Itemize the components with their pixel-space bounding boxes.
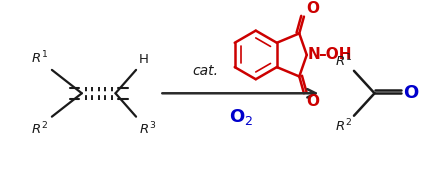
Text: $R^1$: $R^1$ bbox=[31, 49, 48, 66]
Text: $R^2$: $R^2$ bbox=[335, 118, 352, 134]
Text: $R^1$: $R^1$ bbox=[335, 52, 352, 69]
Text: H: H bbox=[139, 53, 149, 66]
Text: $R^2$: $R^2$ bbox=[31, 120, 48, 137]
Text: $R^3$: $R^3$ bbox=[139, 120, 156, 137]
Text: O$_2$: O$_2$ bbox=[229, 107, 253, 127]
Text: N: N bbox=[308, 47, 320, 62]
Text: O: O bbox=[404, 84, 419, 102]
Text: O: O bbox=[306, 94, 319, 109]
Text: –OH: –OH bbox=[318, 47, 351, 62]
Text: cat.: cat. bbox=[192, 64, 218, 78]
Text: O: O bbox=[306, 1, 319, 16]
